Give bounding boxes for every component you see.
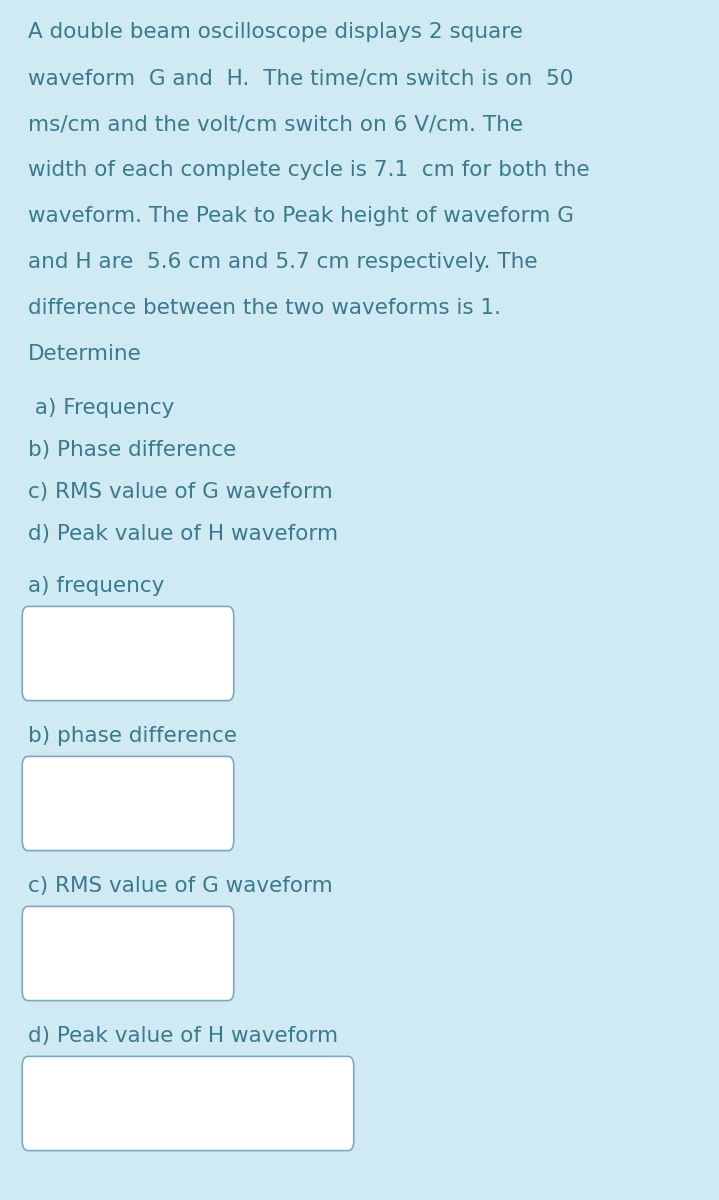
- Text: waveform. The Peak to Peak height of waveform G: waveform. The Peak to Peak height of wav…: [28, 206, 574, 226]
- Text: a) frequency: a) frequency: [28, 576, 165, 596]
- Text: b) phase difference: b) phase difference: [28, 726, 237, 746]
- Text: c) RMS value of G waveform: c) RMS value of G waveform: [28, 876, 333, 896]
- Text: c) RMS value of G waveform: c) RMS value of G waveform: [28, 482, 333, 502]
- Text: width of each complete cycle is 7.1  cm for both the: width of each complete cycle is 7.1 cm f…: [28, 160, 590, 180]
- Text: A double beam oscilloscope displays 2 square: A double beam oscilloscope displays 2 sq…: [28, 22, 523, 42]
- Text: ms/cm and the volt/cm switch on 6 V/cm. The: ms/cm and the volt/cm switch on 6 V/cm. …: [28, 114, 523, 134]
- Text: a) Frequency: a) Frequency: [28, 398, 175, 418]
- Text: and H are  5.6 cm and 5.7 cm respectively. The: and H are 5.6 cm and 5.7 cm respectively…: [28, 252, 538, 272]
- Text: difference between the two waveforms is 1.: difference between the two waveforms is …: [28, 298, 501, 318]
- Text: Determine: Determine: [28, 344, 142, 364]
- Text: d) Peak value of H waveform: d) Peak value of H waveform: [28, 524, 338, 544]
- Text: d) Peak value of H waveform: d) Peak value of H waveform: [28, 1026, 338, 1046]
- Text: waveform  G and  H.  The time/cm switch is on  50: waveform G and H. The time/cm switch is …: [28, 68, 573, 88]
- Text: b) Phase difference: b) Phase difference: [28, 440, 237, 460]
